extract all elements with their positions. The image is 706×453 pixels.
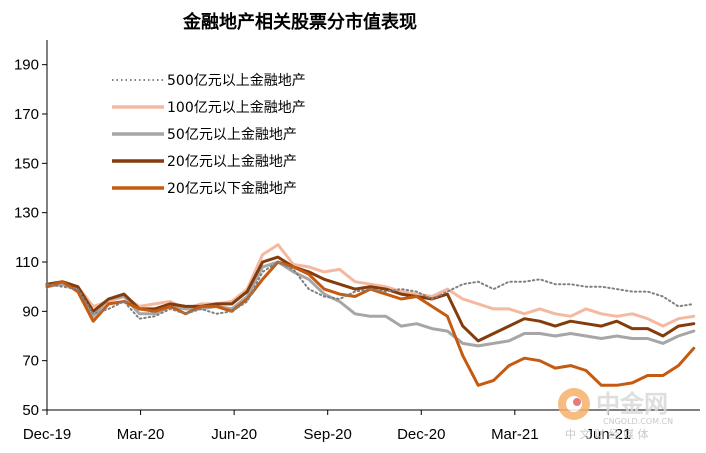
watermark-subtitle: 中 文 财 经 媒 体: [565, 427, 648, 441]
watermark-logo-dot-icon: [573, 398, 581, 406]
series-line-2: [45, 260, 696, 348]
x-tick-label: Sep-20: [304, 426, 352, 443]
legend-label-4: 20亿元以下金融地产: [167, 181, 297, 197]
legend-label-2: 50亿元以上金融地产: [167, 127, 297, 143]
y-tick-label: 90: [22, 303, 39, 320]
series-line-1: [45, 243, 696, 328]
y-tick-label: 130: [14, 205, 39, 222]
watermark-brand: 中金网: [596, 390, 668, 418]
series-layer: [45, 243, 696, 387]
y-tick-label: 70: [22, 353, 39, 370]
series-line-4: [45, 260, 696, 387]
series-line-0: [46, 261, 695, 320]
legend-label-1: 100亿元以上金融地产: [167, 100, 306, 116]
x-tick-label: Jun-21: [585, 426, 631, 443]
legend-label-0: 500亿元以上金融地产: [167, 73, 306, 89]
x-tick-label: Jun-20: [211, 426, 257, 443]
watermark-url: CNGOLD.COM.CN: [603, 417, 673, 426]
x-tick-label: Mar-21: [491, 426, 539, 443]
y-tick-label: 150: [14, 155, 39, 172]
legend: 500亿元以上金融地产 100亿元以上金融地产 50亿元以上金融地产 20亿元以上金融…: [112, 73, 306, 197]
x-tick-label: Dec-19: [23, 426, 71, 443]
x-axis: Dec-19 Mar-20 Jun-20 Sep-20 Dec-20 Mar-21 Jun-…: [23, 410, 631, 443]
y-axis: 50 70 90 110 130 150 170 190: [14, 57, 47, 419]
series-line-3: [45, 255, 696, 343]
y-tick-label: 190: [14, 57, 39, 74]
chart-title: 金融地产相关股票分市值表现: [182, 11, 417, 33]
x-tick-label: Dec-20: [397, 426, 445, 443]
x-tick-label: Mar-20: [117, 426, 165, 443]
legend-label-3: 20亿元以上金融地产: [167, 154, 297, 170]
y-tick-label: 110: [15, 254, 39, 271]
y-tick-label: 170: [14, 106, 39, 123]
watermark: 中金网 CNGOLD.COM.CN 中 文 财 经 媒 体: [558, 388, 673, 441]
y-tick-label: 50: [22, 402, 39, 419]
